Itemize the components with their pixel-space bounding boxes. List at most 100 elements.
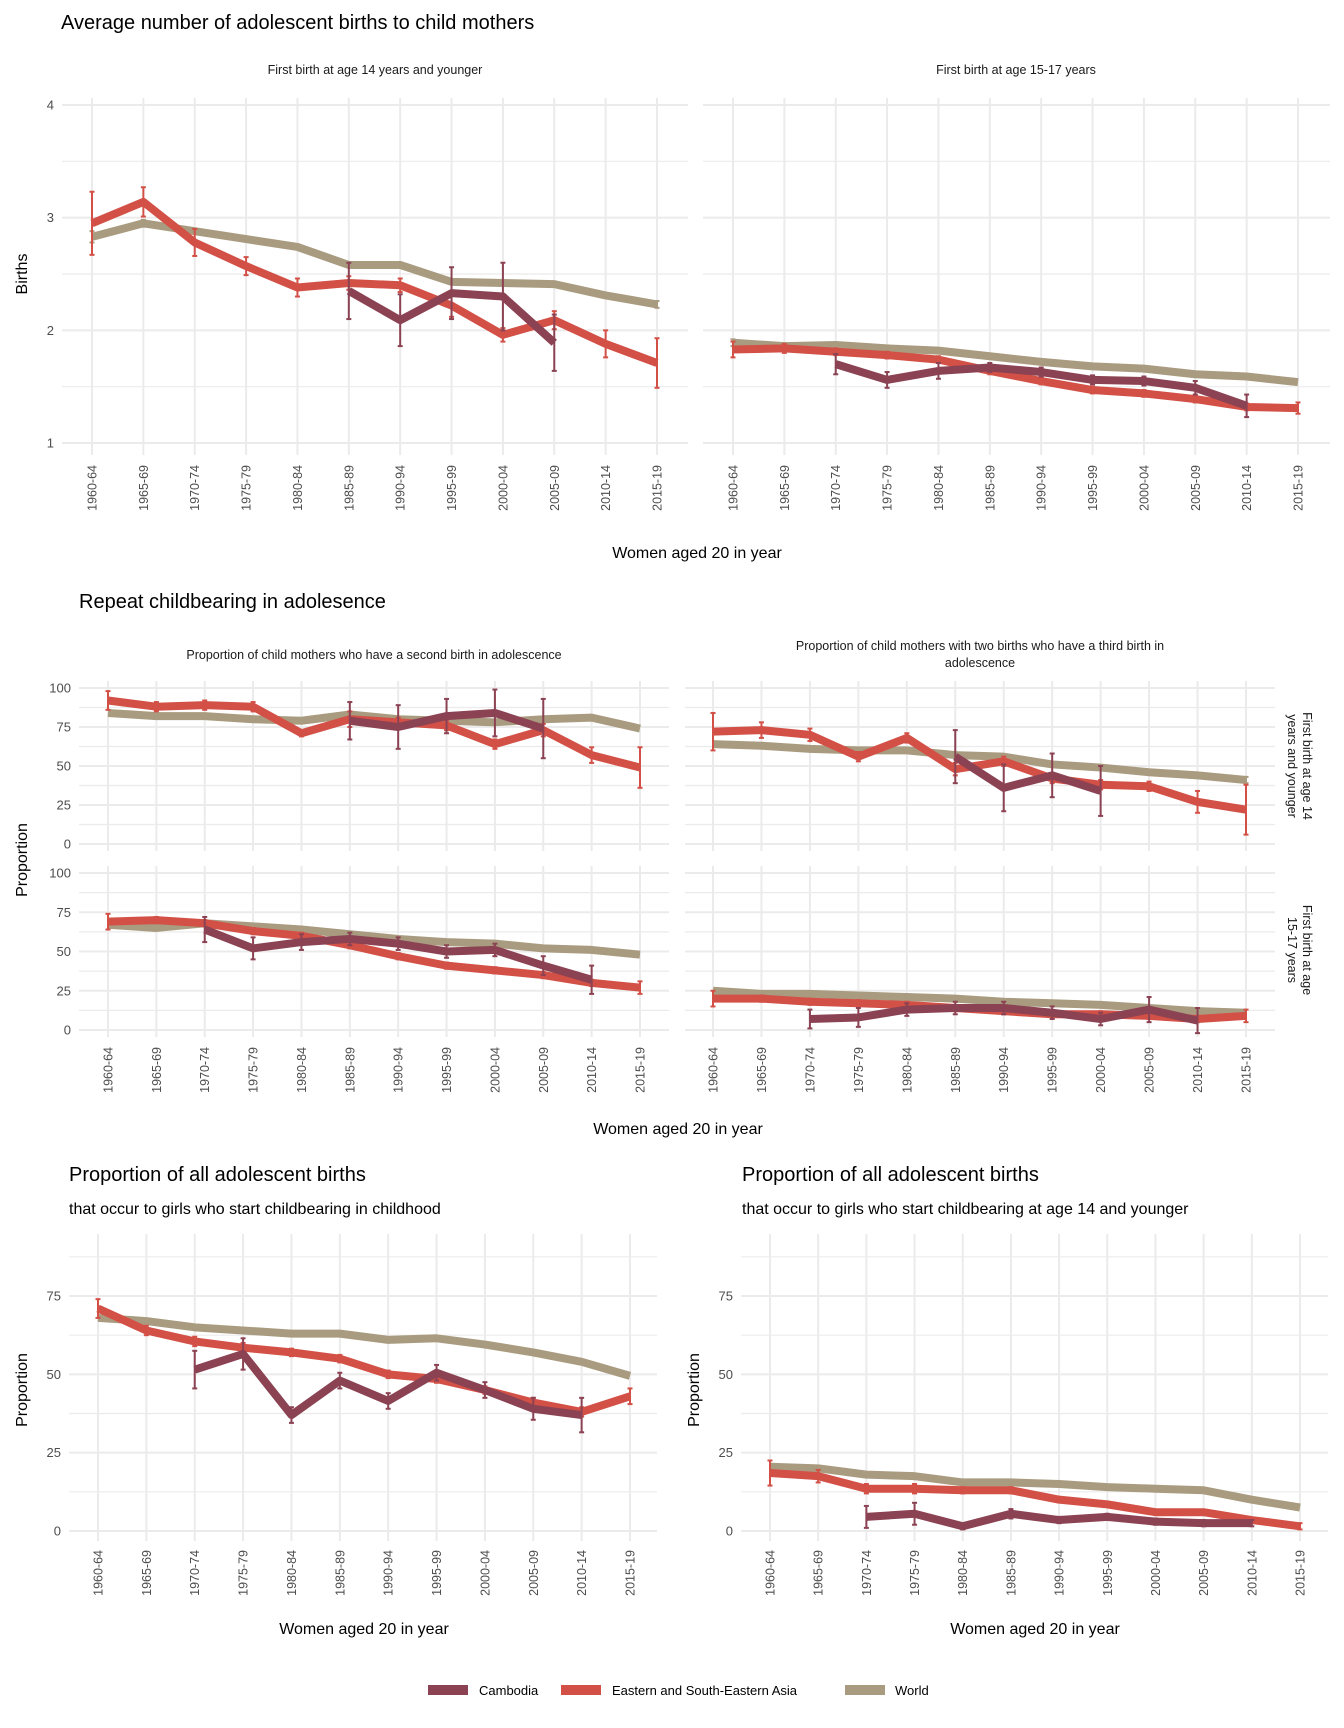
x-tick-label: 1970-74	[188, 465, 202, 511]
data-point	[857, 994, 859, 996]
x-tick-label: 1975-79	[237, 1550, 251, 1596]
data-point	[914, 1475, 916, 1477]
data-point	[1003, 1007, 1005, 1009]
data-point	[962, 1525, 964, 1527]
row-label-1517-line1: First birth at age	[1300, 905, 1314, 995]
data-point	[1203, 1511, 1205, 1513]
y-tick-label: 75	[47, 1289, 61, 1304]
series-line-eastern-and-south-eastern-asia	[107, 696, 641, 772]
series-line-eastern-and-south-eastern-asia	[732, 344, 1299, 413]
data-point	[542, 965, 544, 967]
data-point	[809, 1001, 811, 1003]
data-point	[760, 745, 762, 747]
x-tick-label: 2010-14	[575, 1550, 589, 1596]
data-point	[865, 1474, 867, 1476]
x-tick-label: 1985-89	[1004, 1550, 1018, 1596]
x-tick-label: 2015-19	[1292, 465, 1306, 511]
panel-births-14: 1 2 3 4 1960-64 1965-69 1970-74 1975-79 1980-84 1…	[47, 98, 688, 511]
data-point	[581, 1361, 583, 1363]
data-point	[348, 290, 350, 292]
data-point	[300, 929, 302, 931]
legend: Cambodia Eastern and South-Eastern Asia …	[428, 1683, 929, 1698]
data-point	[296, 287, 298, 289]
data-point	[1203, 1489, 1205, 1491]
x-axis-title-repeat: Women aged 20 in year	[593, 1121, 763, 1138]
x-tick-label: 1990-94	[394, 465, 408, 511]
data-point	[857, 756, 859, 758]
data-point	[1010, 1481, 1012, 1483]
data-point	[1106, 1516, 1108, 1518]
data-point	[886, 347, 888, 349]
data-point	[629, 1395, 631, 1397]
y-tick-label: 4	[47, 98, 54, 113]
data-point	[865, 1516, 867, 1518]
data-point	[502, 296, 504, 298]
x-tick-label: 2015-19	[634, 1047, 648, 1093]
data-point	[399, 264, 401, 266]
legend-label-esea: Eastern and South-Eastern Asia	[612, 1683, 798, 1698]
data-point	[760, 729, 762, 731]
x-tick-label: 1960-64	[727, 465, 741, 511]
data-point	[857, 1016, 859, 1018]
x-tick-label: 1960-64	[764, 1550, 778, 1596]
data-point	[204, 715, 206, 717]
x-tick-label: 2015-19	[1294, 1550, 1308, 1596]
data-point	[1245, 779, 1247, 781]
x-tick-label: 1985-89	[342, 465, 356, 511]
data-point	[553, 283, 555, 285]
subtitle-share-14: that occur to girls who start childbeari…	[742, 1201, 1189, 1218]
data-point	[639, 987, 641, 989]
series-cambodia	[807, 996, 1201, 1035]
data-point	[145, 1329, 147, 1331]
data-point	[629, 1375, 631, 1377]
legend-swatch-esea	[561, 1685, 601, 1695]
x-tick-label: 1995-99	[1046, 1047, 1060, 1093]
data-point	[1154, 1488, 1156, 1490]
x-axis-title-share-childhood: Women aged 20 in year	[279, 1621, 449, 1638]
data-point	[1040, 361, 1042, 363]
data-point	[1040, 371, 1042, 373]
series-cambodia	[192, 1337, 585, 1434]
data-point	[914, 1513, 916, 1515]
data-point	[145, 1320, 147, 1322]
data-point	[1148, 785, 1150, 787]
x-tick-label: 1975-79	[247, 1047, 261, 1093]
x-tick-label: 1965-69	[137, 465, 151, 511]
x-tick-label: 2005-09	[527, 1550, 541, 1596]
data-point	[1100, 790, 1102, 792]
y-tick-label: 50	[47, 1367, 61, 1382]
x-tick-label: 1970-74	[198, 1047, 212, 1093]
data-point	[399, 284, 401, 286]
series-eastern-and-south-eastern-asia	[105, 690, 643, 789]
data-point	[300, 720, 302, 722]
data-point	[591, 754, 593, 756]
x-tick-label: 2005-09	[548, 465, 562, 511]
data-point	[97, 1308, 99, 1310]
data-point	[835, 363, 837, 365]
x-tick-label: 1970-74	[803, 1047, 817, 1093]
data-point	[107, 712, 109, 714]
series-cambodia	[833, 352, 1250, 419]
x-tick-label: 1960-64	[707, 1047, 721, 1093]
data-point	[1194, 398, 1196, 400]
x-tick-label: 1975-79	[881, 465, 895, 511]
data-point	[397, 955, 399, 957]
data-point	[1251, 1499, 1253, 1501]
data-point	[1058, 1519, 1060, 1521]
data-point	[252, 947, 254, 949]
data-point	[835, 351, 837, 353]
y-tick-label: 0	[64, 1023, 71, 1038]
data-point	[656, 362, 658, 364]
x-tick-label: 2000-04	[478, 1550, 492, 1596]
y-axis-title-share-14: Proportion	[686, 1353, 703, 1427]
data-point	[290, 1414, 292, 1416]
series-line-world	[769, 1462, 1301, 1512]
series-line-eastern-and-south-eastern-asia	[712, 726, 1247, 814]
data-point	[712, 998, 714, 1000]
data-point	[1299, 1525, 1301, 1527]
data-point	[817, 1475, 819, 1477]
data-point	[1194, 373, 1196, 375]
series-cambodia	[347, 688, 546, 760]
x-tick-label: 2010-14	[599, 465, 613, 511]
